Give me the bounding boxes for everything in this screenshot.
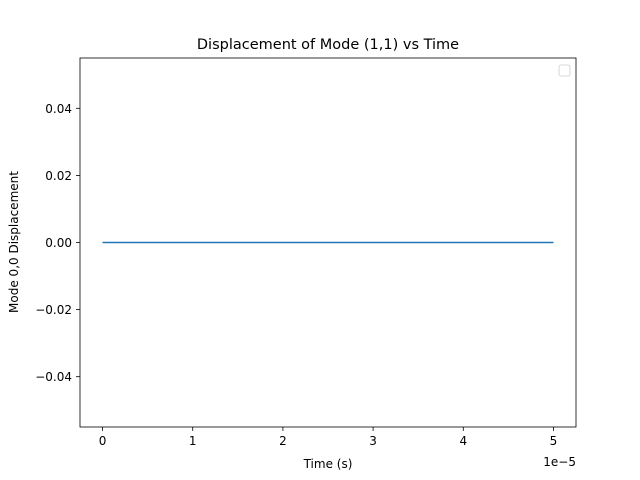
x-tick-label: 5 [550, 434, 558, 448]
plot-frame [79, 57, 577, 428]
x-tick-label: 4 [459, 434, 467, 448]
x-tick-label: 0 [99, 434, 107, 448]
x-tick-label: 1 [189, 434, 197, 448]
x-axis-ticks: 0 1 2 3 4 5 [99, 427, 558, 448]
y-tick-label: −0.04 [35, 370, 72, 384]
x-axis-label: Time (s) [303, 457, 353, 471]
y-axis-label: Mode 0,0 Displacement [7, 171, 21, 313]
y-tick-label: 0.02 [45, 169, 72, 183]
chart-title: Displacement of Mode (1,1) vs Time [197, 37, 459, 53]
x-tick-label: 3 [369, 434, 377, 448]
y-tick-label: 0.04 [45, 102, 72, 116]
x-tick-label: 2 [279, 434, 287, 448]
y-tick-label: 0.00 [45, 236, 72, 250]
x-axis-offset-label: 1e−5 [543, 455, 576, 469]
y-tick-label: −0.02 [35, 303, 72, 317]
legend-box [558, 64, 571, 77]
y-axis-ticks: −0.04 −0.02 0.00 0.02 0.04 [35, 102, 80, 384]
